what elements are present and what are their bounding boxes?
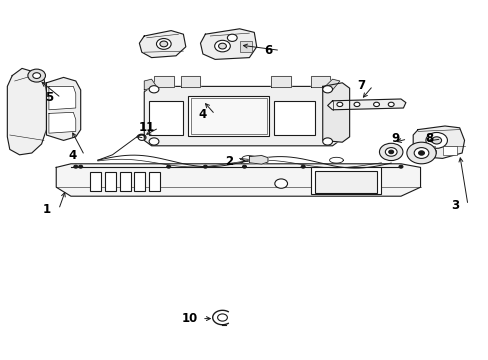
Text: 9: 9 bbox=[390, 132, 398, 145]
FancyBboxPatch shape bbox=[134, 172, 145, 191]
Polygon shape bbox=[322, 83, 349, 142]
Circle shape bbox=[217, 314, 227, 321]
Circle shape bbox=[74, 165, 78, 168]
Text: 3: 3 bbox=[451, 199, 459, 212]
Polygon shape bbox=[144, 79, 156, 90]
Polygon shape bbox=[49, 86, 76, 110]
FancyBboxPatch shape bbox=[420, 146, 434, 155]
Text: 2: 2 bbox=[224, 155, 232, 168]
Text: 10: 10 bbox=[181, 312, 198, 325]
Polygon shape bbox=[56, 164, 420, 196]
Circle shape bbox=[388, 150, 393, 154]
Circle shape bbox=[79, 165, 82, 168]
Text: 1: 1 bbox=[42, 203, 50, 216]
Circle shape bbox=[413, 148, 428, 158]
Circle shape bbox=[322, 138, 332, 145]
Circle shape bbox=[385, 148, 396, 156]
Circle shape bbox=[156, 39, 171, 49]
Circle shape bbox=[28, 69, 45, 82]
Circle shape bbox=[166, 165, 170, 168]
FancyBboxPatch shape bbox=[105, 172, 116, 191]
Circle shape bbox=[406, 142, 435, 164]
Polygon shape bbox=[49, 112, 76, 133]
Circle shape bbox=[398, 165, 402, 168]
FancyBboxPatch shape bbox=[190, 98, 266, 134]
Circle shape bbox=[33, 73, 41, 78]
Circle shape bbox=[214, 40, 230, 52]
FancyBboxPatch shape bbox=[273, 101, 315, 135]
Text: 11: 11 bbox=[138, 121, 155, 134]
Circle shape bbox=[431, 137, 441, 144]
Circle shape bbox=[379, 143, 402, 161]
Text: 6: 6 bbox=[264, 44, 271, 57]
Circle shape bbox=[387, 102, 393, 107]
Text: 8: 8 bbox=[425, 132, 432, 145]
Circle shape bbox=[373, 102, 379, 107]
Circle shape bbox=[227, 34, 237, 41]
Text: 5: 5 bbox=[45, 91, 53, 104]
Circle shape bbox=[301, 165, 305, 168]
Polygon shape bbox=[139, 31, 185, 58]
FancyBboxPatch shape bbox=[188, 96, 268, 136]
Circle shape bbox=[322, 86, 332, 93]
Polygon shape bbox=[249, 156, 267, 164]
Circle shape bbox=[203, 165, 207, 168]
Circle shape bbox=[242, 165, 246, 168]
Polygon shape bbox=[327, 99, 405, 110]
FancyBboxPatch shape bbox=[310, 167, 381, 194]
Polygon shape bbox=[181, 76, 200, 87]
Circle shape bbox=[218, 43, 226, 49]
Text: 4: 4 bbox=[68, 149, 76, 162]
FancyBboxPatch shape bbox=[120, 172, 130, 191]
Circle shape bbox=[149, 138, 159, 145]
Circle shape bbox=[149, 86, 159, 93]
Polygon shape bbox=[154, 76, 173, 87]
Circle shape bbox=[274, 179, 287, 188]
FancyBboxPatch shape bbox=[149, 172, 160, 191]
Circle shape bbox=[336, 102, 342, 107]
Circle shape bbox=[418, 151, 424, 155]
Text: 7: 7 bbox=[356, 79, 364, 92]
Polygon shape bbox=[271, 76, 290, 87]
Polygon shape bbox=[200, 29, 256, 59]
Polygon shape bbox=[46, 77, 81, 140]
Circle shape bbox=[353, 102, 359, 107]
Polygon shape bbox=[412, 126, 464, 158]
FancyBboxPatch shape bbox=[90, 172, 101, 191]
Polygon shape bbox=[144, 86, 339, 146]
Text: 4: 4 bbox=[199, 108, 206, 121]
FancyBboxPatch shape bbox=[149, 101, 183, 135]
Circle shape bbox=[425, 132, 447, 148]
FancyBboxPatch shape bbox=[315, 171, 376, 193]
Polygon shape bbox=[310, 76, 329, 87]
Polygon shape bbox=[325, 79, 339, 90]
FancyBboxPatch shape bbox=[239, 41, 251, 52]
Circle shape bbox=[160, 41, 167, 47]
Polygon shape bbox=[7, 68, 46, 155]
FancyBboxPatch shape bbox=[442, 146, 456, 155]
